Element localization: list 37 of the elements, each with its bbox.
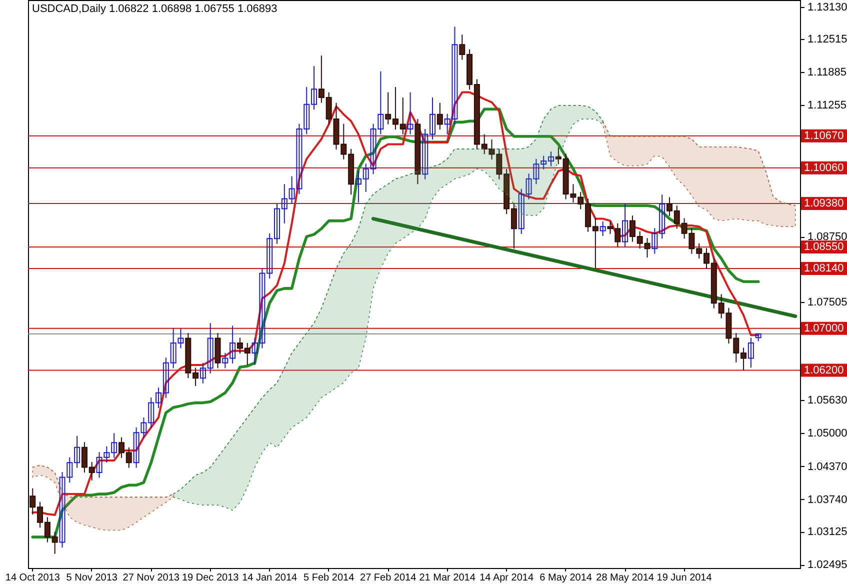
y-tick-label: 1.08750 — [808, 231, 847, 244]
y-tick-label: 1.12515 — [808, 34, 847, 46]
candlestick — [748, 337, 754, 368]
x-tick-label: 19 Jun 2014 — [656, 572, 712, 584]
candlestick — [622, 204, 628, 248]
candlestick — [407, 92, 414, 135]
x-tick-label: 19 Dec 2013 — [182, 572, 240, 584]
ref-line-label: 1.08140 — [804, 262, 844, 275]
candlestick — [436, 102, 443, 130]
chart-title: USDCAD,Daily 1.06822 1.06898 1.06755 1.06893 — [32, 3, 278, 15]
x-tick-label: 27 Feb 2014 — [360, 572, 417, 584]
ref-line-label: 1.10060 — [804, 162, 844, 174]
ref-line-label: 1.08550 — [804, 241, 844, 254]
ref-line-label: 1.09380 — [804, 197, 844, 210]
y-tick-label: 1.11885 — [808, 66, 846, 79]
y-tick-label: 1.02495 — [808, 559, 847, 572]
y-tick-label: 1.04370 — [808, 460, 847, 473]
x-tick-label: 21 Mar 2014 — [419, 572, 476, 584]
y-tick-label: 1.05000 — [808, 428, 847, 440]
x-tick-label: 14 Jan 2014 — [242, 572, 298, 584]
x-tick-label: 5 Feb 2014 — [304, 572, 355, 584]
x-tick-label: 14 Oct 2013 — [5, 572, 60, 584]
y-tick-label: 1.03740 — [808, 494, 847, 506]
x-tick-label: 14 Apr 2014 — [480, 572, 534, 584]
y-tick-label: 1.13130 — [808, 1, 847, 14]
ref-line-label: 1.07000 — [804, 322, 844, 334]
ref-line-label: 1.06200 — [804, 364, 844, 376]
y-tick-label: 1.03125 — [808, 526, 847, 538]
ref-line-label: 1.10670 — [804, 130, 844, 142]
y-tick-label: 1.05630 — [808, 394, 847, 407]
x-tick-label: 27 Nov 2013 — [122, 572, 180, 584]
y-tick-label: 1.07505 — [808, 296, 847, 308]
candlestick — [600, 220, 606, 237]
x-tick-label: 5 Nov 2013 — [66, 572, 118, 584]
x-tick-label: 28 May 2014 — [596, 572, 654, 584]
x-tick-label: 6 May 2014 — [540, 572, 592, 584]
y-tick-label: 1.11255 — [808, 100, 846, 112]
